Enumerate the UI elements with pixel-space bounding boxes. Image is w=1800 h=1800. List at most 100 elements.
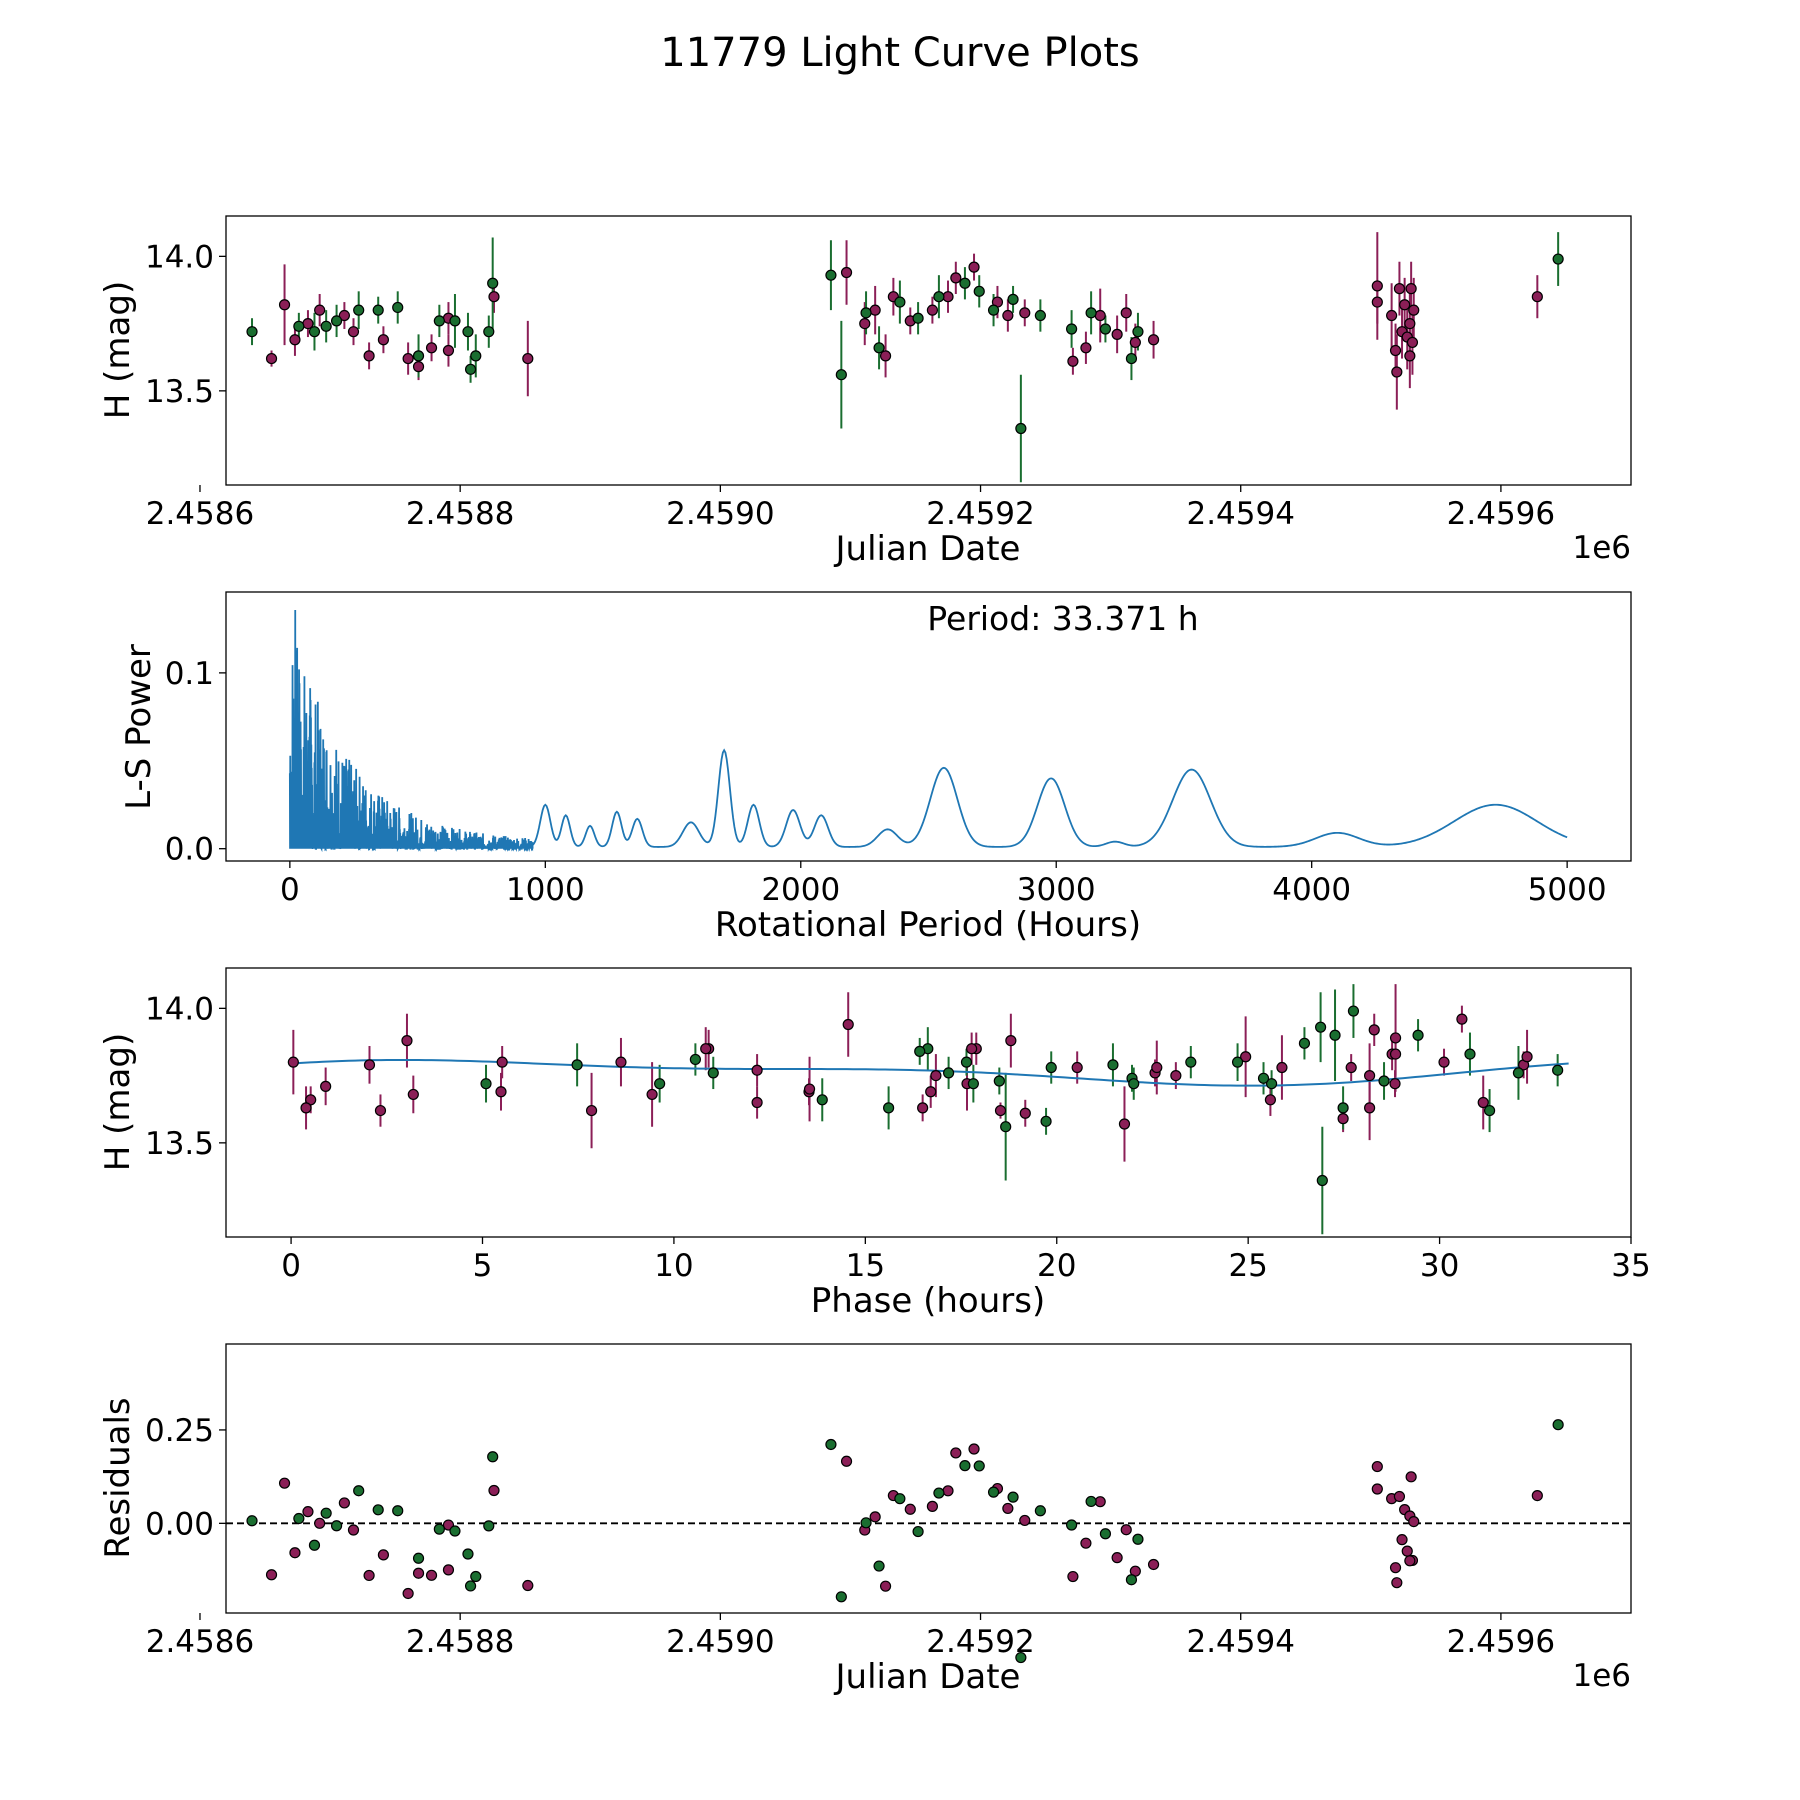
point-filter_b [353, 304, 365, 316]
phased-xtick-label: 15 [846, 1248, 885, 1284]
residual-filter_a [1401, 1545, 1413, 1557]
residual-filter_b [825, 1438, 837, 1451]
point-filter_b [433, 315, 445, 327]
point-filter_a [320, 1080, 332, 1092]
point-filter_b [1552, 253, 1564, 265]
residuals-xtick-label: 2.4588 [406, 1624, 514, 1660]
periodogram-xtick-label: 0 [280, 872, 300, 908]
point-filter_b [1185, 1056, 1197, 1068]
point-filter_b [1316, 1174, 1328, 1187]
point-filter_a [942, 291, 954, 303]
point-filter_b [1000, 1121, 1012, 1133]
point-filter_a [412, 361, 425, 373]
lightcurve-xtick-label: 2.4588 [406, 496, 514, 532]
point-filter_a [1005, 1035, 1017, 1047]
residual-filter_b [470, 1570, 482, 1583]
lightcurve-frame [225, 215, 1632, 486]
residual-filter_a [1120, 1524, 1132, 1536]
point-filter_a [751, 1096, 763, 1109]
residual-filter_a [488, 1484, 500, 1497]
residual-filter_a [522, 1579, 534, 1592]
point-filter_b [973, 285, 985, 297]
residual-filter_b [293, 1512, 305, 1525]
phased-xtick-label: 20 [1037, 1248, 1076, 1284]
point-filter_a [1170, 1069, 1182, 1082]
lightcurve-xtick-label: 2.4592 [926, 496, 1034, 532]
point-filter_a [1531, 291, 1543, 303]
point-filter_b [987, 304, 1000, 316]
point-filter_a [314, 304, 326, 316]
point-filter_a [1521, 1051, 1533, 1063]
residual-filter_a [1111, 1552, 1123, 1564]
lightcurve-ytick-label: 14.0 [145, 239, 214, 275]
point-filter_a [917, 1102, 929, 1114]
periodogram-xtick-label: 5000 [1528, 872, 1607, 908]
periodogram-xtick-label: 4000 [1272, 872, 1351, 908]
residuals-xtick-label: 2.4594 [1186, 1624, 1294, 1660]
point-filter_a [1456, 1013, 1468, 1025]
point-filter_a [585, 1104, 598, 1117]
point-filter_a [402, 352, 414, 365]
point-filter_b [1015, 422, 1027, 435]
residual-filter_b [308, 1539, 321, 1551]
residuals-xtick-label: 2.4586 [146, 1624, 254, 1660]
point-filter_b [1066, 323, 1078, 335]
phased-marks [287, 984, 1569, 1235]
residual-filter_a [1405, 1471, 1417, 1483]
periodogram-line [288, 609, 1568, 853]
point-filter_a [994, 1104, 1007, 1117]
residual-filter_a [1408, 1515, 1420, 1528]
residual-filter_b [860, 1517, 872, 1529]
figure-title: 11779 Light Curve Plots [660, 30, 1139, 76]
periodogram-ytick-label: 0.0 [165, 832, 214, 868]
point-filter_b [1034, 309, 1046, 322]
point-filter_a [401, 1035, 413, 1047]
point-filter_b [1125, 352, 1138, 365]
point-filter_b [1347, 1005, 1360, 1017]
periodogram-ytick-label: 0.1 [165, 656, 214, 692]
residual-filter_a [1393, 1490, 1406, 1503]
point-filter_a [646, 1088, 658, 1101]
residuals-xtick-label: 2.4590 [666, 1624, 774, 1660]
point-filter_b [1329, 1029, 1341, 1041]
residual-filter_a [363, 1569, 375, 1582]
residual-filter_b [449, 1525, 461, 1537]
point-filter_a [1002, 309, 1014, 322]
point-filter_b [1040, 1115, 1052, 1127]
residual-filter_a [1080, 1537, 1092, 1549]
point-filter_b [873, 342, 885, 354]
point-filter_b [894, 296, 906, 308]
point-filter_a [407, 1088, 419, 1101]
residuals-x-offset: 1e6 [1572, 1658, 1631, 1694]
point-filter_b [1337, 1102, 1349, 1114]
point-filter_b [1231, 1056, 1244, 1068]
residual-filter_b [912, 1525, 924, 1538]
point-filter_a [930, 1069, 942, 1082]
phased-xtick-label: 30 [1420, 1248, 1459, 1284]
residual-filter_b [487, 1451, 499, 1463]
residuals-marks [226, 1419, 1631, 1664]
point-filter_b [293, 320, 305, 332]
residual-filter_b [412, 1552, 425, 1564]
residual-filter_a [1389, 1562, 1402, 1574]
point-filter_b [1265, 1078, 1278, 1090]
point-filter_b [330, 315, 343, 327]
residual-filter_a [377, 1549, 390, 1561]
residual-filter_a [289, 1547, 301, 1559]
residual-filter_a [926, 1500, 939, 1512]
point-filter_b [816, 1094, 828, 1106]
point-filter_a [347, 326, 360, 338]
point-filter_b [1464, 1048, 1476, 1060]
point-filter_a [1345, 1061, 1357, 1074]
point-filter_b [1298, 1037, 1311, 1049]
residual-filter_b [353, 1485, 365, 1497]
phased-panel: 0 5 10 15 20 25 30 35 13.5 14.0 Phase (hours) H (… [98, 967, 1651, 1321]
point-filter_a [1264, 1094, 1277, 1106]
point-filter_a [869, 304, 881, 316]
point-filter_b [1132, 326, 1144, 338]
lightcurve-xtick-label: 2.4594 [1186, 496, 1294, 532]
point-filter_a [1071, 1061, 1083, 1074]
point-filter_a [1389, 1048, 1402, 1060]
phased-xtick-label: 35 [1611, 1248, 1650, 1284]
residual-filter_b [933, 1487, 945, 1499]
